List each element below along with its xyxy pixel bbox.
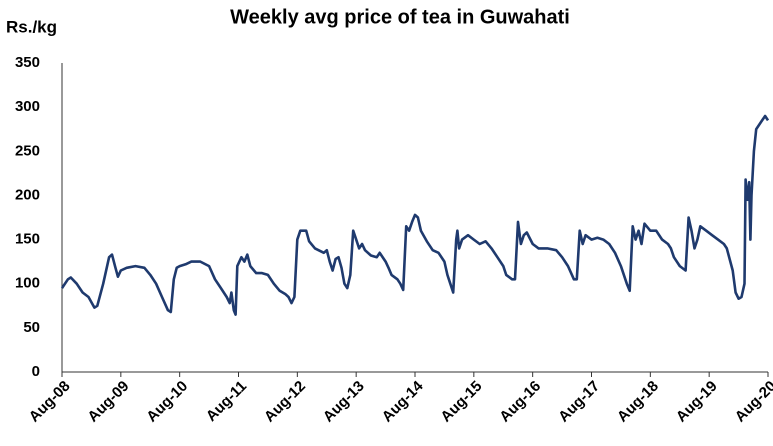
y-axis-label: Rs./kg — [6, 17, 57, 36]
y-tick-label: 0 — [32, 363, 40, 380]
x-tick-label: Aug-13 — [320, 378, 368, 426]
chart-title: Weekly avg price of tea in Guwahati — [230, 6, 570, 28]
y-tick-label: 200 — [15, 186, 40, 203]
x-tick-label: Aug-12 — [261, 378, 309, 426]
x-tick-label: Aug-16 — [496, 378, 544, 426]
y-tick-label: 300 — [15, 98, 40, 115]
x-tick-label: Aug-14 — [379, 377, 427, 425]
x-tick-label: Aug-11 — [203, 378, 250, 425]
x-tick-label: Aug-17 — [555, 378, 603, 426]
x-tick-label: Aug-15 — [437, 378, 485, 426]
price-line — [60, 114, 770, 316]
y-tick-label: 350 — [15, 54, 40, 71]
x-tick-label: Aug-19 — [673, 378, 721, 426]
x-tick-label: Aug-20 — [732, 378, 773, 426]
y-tick-label: 100 — [15, 275, 40, 292]
x-tick-label: Aug-09 — [84, 378, 132, 426]
y-tick-label: 150 — [15, 231, 40, 248]
x-tick-label: Aug-18 — [614, 378, 662, 426]
x-tick-label: Aug-10 — [143, 378, 191, 426]
y-tick-label: 50 — [23, 319, 40, 336]
x-tick-label: Aug-08 — [26, 378, 74, 426]
y-tick-label: 250 — [15, 142, 40, 159]
